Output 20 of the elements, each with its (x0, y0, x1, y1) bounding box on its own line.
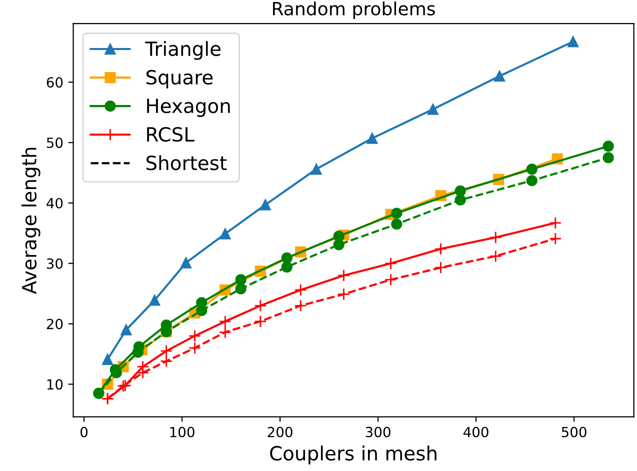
y-tick-label: 50 (46, 138, 63, 148)
x-tick-label: 0 (80, 426, 88, 438)
legend-label: RCSL (147, 127, 194, 142)
x-tick-label: 300 (366, 426, 390, 438)
x-axis-title: Couplers in mesh (270, 446, 436, 464)
legend-label: Hexagon (147, 98, 230, 117)
legend-label: Square (146, 70, 213, 88)
y-tick-label: 60 (46, 77, 63, 88)
x-tick-label: 200 (268, 426, 292, 438)
x-tick-label: 400 (463, 426, 488, 438)
y-tick-label: 10 (47, 379, 63, 390)
x-tick-label: 500 (562, 426, 586, 438)
y-axis-title: Average length (21, 148, 40, 294)
y-tick-label: 40 (46, 198, 63, 208)
legend-label: Triangle (145, 41, 221, 60)
x-tick-label: 100 (170, 426, 194, 438)
y-tick-label: 20 (46, 318, 63, 330)
legend-label: Shortest (146, 155, 227, 170)
chart-title: Random problems (273, 1, 435, 19)
y-tick-label: 30 (46, 258, 63, 269)
